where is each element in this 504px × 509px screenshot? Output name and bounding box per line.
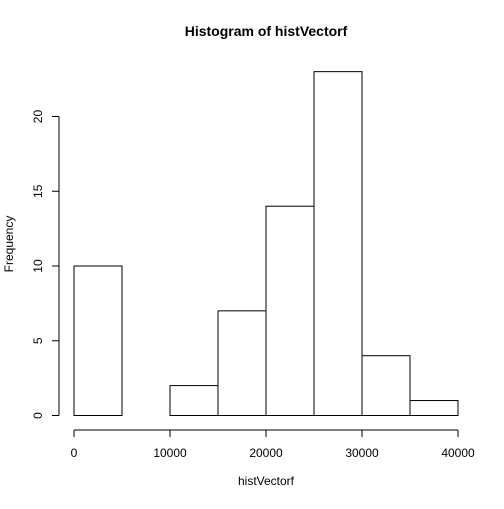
y-tick-label-3: 15 (31, 184, 45, 198)
chart-title: Histogram of histVectorf (185, 23, 348, 39)
histogram-bar-4 (265, 205, 315, 416)
bars-group (73, 71, 459, 417)
histogram-bar-5 (313, 71, 363, 417)
y-tick-label-4: 20 (31, 110, 45, 124)
y-tick-label-1: 5 (31, 337, 45, 344)
x-tick-label-3: 30000 (345, 446, 379, 460)
y-tick-label-2: 10 (31, 259, 45, 273)
histogram-bar-0 (73, 265, 123, 416)
histogram-bar-7 (409, 400, 459, 416)
x-tick-label-1: 10000 (153, 446, 187, 460)
y-axis-label: Frequency (2, 216, 16, 273)
x-tick-label-2: 20000 (249, 446, 283, 460)
histogram-bar-3 (217, 310, 267, 417)
y-tick-label-0: 0 (31, 412, 45, 419)
histogram-bar-6 (361, 355, 411, 417)
histogram-bar-2 (169, 385, 219, 417)
x-axis-label: histVectorf (238, 474, 295, 488)
x-ticks-group: 0 10000 20000 30000 40000 (71, 430, 475, 460)
x-tick-label-0: 0 (71, 446, 78, 460)
x-tick-label-4: 40000 (441, 446, 475, 460)
y-ticks-group: 0 5 10 15 20 (31, 110, 59, 419)
